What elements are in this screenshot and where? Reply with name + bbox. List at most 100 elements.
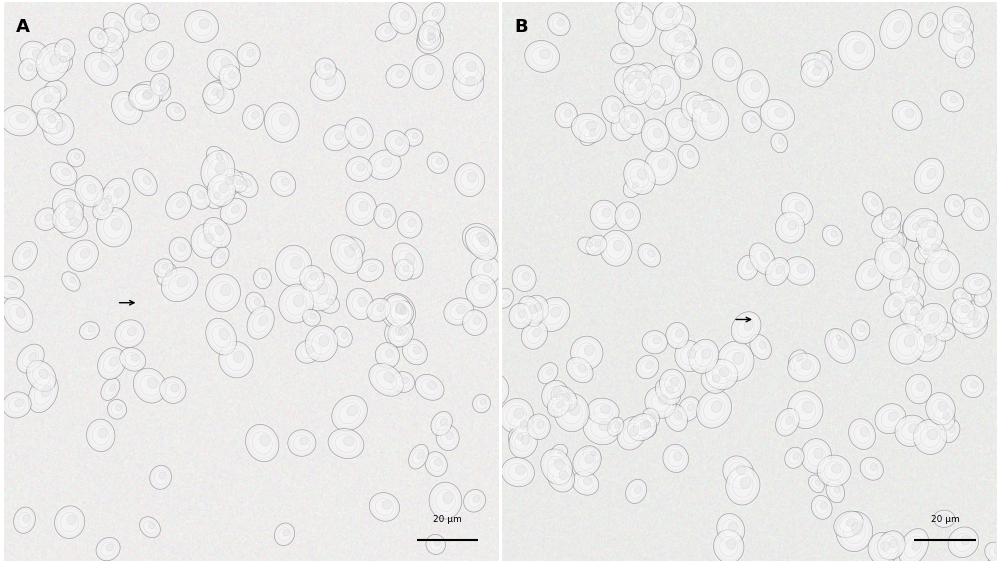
Ellipse shape bbox=[784, 257, 815, 285]
Ellipse shape bbox=[90, 423, 111, 448]
Ellipse shape bbox=[394, 303, 411, 322]
Ellipse shape bbox=[429, 482, 462, 519]
Ellipse shape bbox=[611, 43, 634, 64]
Ellipse shape bbox=[145, 42, 174, 72]
Ellipse shape bbox=[103, 12, 129, 43]
Ellipse shape bbox=[99, 540, 117, 558]
Ellipse shape bbox=[212, 168, 244, 196]
Ellipse shape bbox=[778, 138, 783, 145]
Ellipse shape bbox=[248, 295, 263, 312]
Ellipse shape bbox=[160, 377, 186, 403]
Ellipse shape bbox=[123, 351, 143, 368]
Ellipse shape bbox=[136, 172, 154, 193]
Ellipse shape bbox=[678, 345, 700, 368]
Ellipse shape bbox=[451, 65, 485, 102]
Ellipse shape bbox=[837, 515, 860, 534]
Ellipse shape bbox=[588, 416, 616, 441]
Ellipse shape bbox=[886, 295, 903, 314]
Ellipse shape bbox=[643, 146, 679, 187]
Ellipse shape bbox=[406, 131, 421, 144]
Ellipse shape bbox=[328, 428, 364, 458]
Ellipse shape bbox=[473, 317, 480, 325]
Ellipse shape bbox=[477, 233, 486, 242]
Ellipse shape bbox=[621, 69, 654, 106]
Ellipse shape bbox=[74, 154, 80, 159]
Ellipse shape bbox=[220, 284, 231, 296]
Ellipse shape bbox=[586, 235, 607, 256]
Ellipse shape bbox=[870, 463, 877, 471]
Ellipse shape bbox=[69, 218, 79, 226]
Ellipse shape bbox=[0, 276, 24, 300]
Ellipse shape bbox=[82, 324, 97, 337]
Ellipse shape bbox=[356, 258, 385, 283]
Ellipse shape bbox=[964, 378, 981, 395]
Ellipse shape bbox=[27, 373, 60, 414]
Ellipse shape bbox=[881, 542, 890, 551]
Ellipse shape bbox=[583, 478, 591, 485]
Ellipse shape bbox=[114, 187, 123, 198]
Ellipse shape bbox=[601, 95, 626, 124]
Ellipse shape bbox=[159, 266, 174, 283]
Ellipse shape bbox=[396, 248, 419, 275]
Ellipse shape bbox=[915, 328, 937, 352]
Ellipse shape bbox=[92, 198, 114, 221]
Ellipse shape bbox=[580, 239, 596, 252]
Ellipse shape bbox=[825, 329, 855, 364]
Ellipse shape bbox=[896, 104, 918, 127]
Ellipse shape bbox=[899, 293, 920, 312]
Ellipse shape bbox=[540, 379, 570, 412]
Ellipse shape bbox=[881, 534, 902, 556]
Ellipse shape bbox=[343, 116, 375, 150]
Ellipse shape bbox=[514, 408, 524, 418]
Ellipse shape bbox=[949, 297, 976, 325]
Ellipse shape bbox=[140, 12, 160, 32]
Ellipse shape bbox=[580, 121, 602, 146]
Ellipse shape bbox=[386, 64, 410, 88]
Ellipse shape bbox=[548, 13, 570, 36]
Ellipse shape bbox=[994, 548, 1000, 555]
Ellipse shape bbox=[44, 94, 53, 102]
Ellipse shape bbox=[142, 92, 151, 100]
Ellipse shape bbox=[618, 5, 634, 22]
Ellipse shape bbox=[925, 334, 936, 345]
Ellipse shape bbox=[779, 412, 796, 432]
Ellipse shape bbox=[921, 16, 935, 34]
Ellipse shape bbox=[67, 149, 85, 167]
Ellipse shape bbox=[377, 206, 393, 225]
Ellipse shape bbox=[350, 292, 370, 316]
Ellipse shape bbox=[678, 144, 699, 168]
Ellipse shape bbox=[928, 429, 938, 440]
Ellipse shape bbox=[225, 176, 235, 185]
Ellipse shape bbox=[204, 272, 242, 314]
Ellipse shape bbox=[143, 176, 151, 185]
Ellipse shape bbox=[210, 323, 233, 350]
Ellipse shape bbox=[463, 310, 487, 336]
Ellipse shape bbox=[634, 414, 657, 438]
Ellipse shape bbox=[499, 399, 533, 434]
Ellipse shape bbox=[825, 478, 846, 504]
Ellipse shape bbox=[28, 374, 58, 413]
Ellipse shape bbox=[415, 374, 444, 400]
Ellipse shape bbox=[517, 434, 523, 440]
Ellipse shape bbox=[98, 28, 123, 52]
Ellipse shape bbox=[382, 501, 391, 509]
Ellipse shape bbox=[628, 0, 666, 1]
Ellipse shape bbox=[952, 531, 975, 554]
Ellipse shape bbox=[197, 191, 204, 199]
Ellipse shape bbox=[367, 361, 405, 398]
Ellipse shape bbox=[666, 448, 685, 469]
Ellipse shape bbox=[299, 343, 318, 360]
Ellipse shape bbox=[736, 465, 745, 475]
Ellipse shape bbox=[366, 297, 392, 323]
Ellipse shape bbox=[962, 312, 988, 338]
Ellipse shape bbox=[291, 433, 312, 453]
Ellipse shape bbox=[307, 278, 333, 306]
Ellipse shape bbox=[503, 294, 509, 300]
Ellipse shape bbox=[623, 64, 651, 91]
Ellipse shape bbox=[802, 361, 811, 370]
Ellipse shape bbox=[404, 129, 423, 146]
Text: 20 μm: 20 μm bbox=[931, 516, 960, 525]
Ellipse shape bbox=[391, 372, 415, 392]
Ellipse shape bbox=[115, 96, 139, 120]
Ellipse shape bbox=[775, 212, 805, 243]
